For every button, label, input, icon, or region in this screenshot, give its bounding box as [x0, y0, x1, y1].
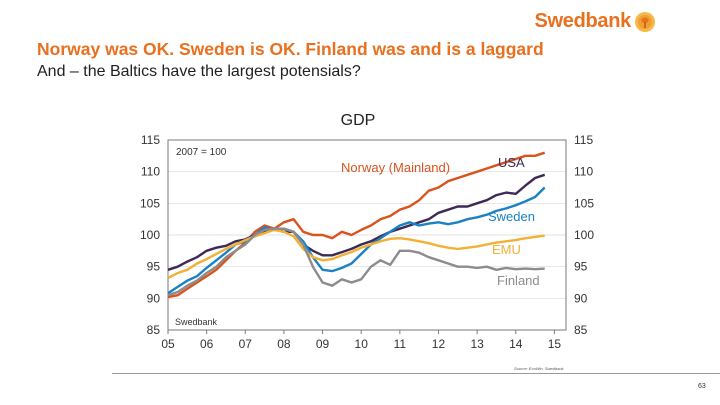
x-tick-label: 09 [316, 337, 330, 351]
series-labels: Norway (Mainland) USA Sweden EMU Finland [341, 155, 540, 288]
x-tick-label: 13 [470, 337, 484, 351]
y-tick-right: 110 [574, 165, 593, 179]
series-label: USA [498, 155, 525, 170]
x-tick-label: 10 [355, 337, 369, 351]
plot-frame [167, 139, 567, 331]
y-tick-right: 115 [574, 133, 593, 147]
x-tick-label: 08 [277, 337, 291, 351]
series-line-finland [167, 227, 545, 297]
series-label: Norway (Mainland) [341, 160, 450, 175]
chart-watermark: Swedbank [175, 317, 218, 327]
y-axis-right: 85 90 95 100 105 110 115 [574, 133, 594, 337]
brand-logo: Swedbank [534, 10, 656, 33]
series-line-norway-mainland [167, 151, 546, 299]
x-axis: 05 06 07 08 09 10 11 12 13 14 15 [161, 330, 561, 351]
y-tick-left: 105 [140, 196, 160, 210]
series-line-sweden [167, 186, 546, 295]
x-tick-label: 15 [548, 337, 562, 351]
y-tick-left: 100 [140, 228, 160, 242]
series-label: Finland [497, 273, 540, 288]
y-tick-left: 90 [147, 291, 161, 305]
swedbank-oak-icon [635, 11, 655, 32]
slide-subtitle: And – the Baltics have the largest poten… [37, 63, 361, 80]
y-tick-right: 90 [574, 291, 588, 305]
y-tick-left: 110 [141, 165, 160, 179]
series-line-emu [167, 228, 545, 280]
y-tick-right: 100 [574, 228, 594, 242]
series-lines [167, 151, 546, 299]
page-number: 63 [698, 383, 706, 390]
y-tick-right: 95 [574, 260, 588, 274]
x-tick-label: 11 [394, 337, 407, 351]
x-tick-label: 07 [239, 337, 253, 351]
y-tick-left: 95 [147, 260, 161, 274]
base-note: 2007 = 100 [176, 147, 227, 158]
chart-title: GDP [341, 112, 376, 129]
x-tick-label: 12 [432, 337, 446, 351]
y-tick-right: 105 [574, 196, 594, 210]
x-tick-label: 06 [200, 337, 214, 351]
footer-divider [112, 373, 720, 374]
series-line-usa [167, 173, 546, 271]
brand-name: Swedbank [534, 10, 631, 32]
y-axis-left: 85 90 95 100 105 110 115 [140, 133, 160, 337]
slide-title: Norway was OK. Sweden is OK. Finland was… [37, 39, 544, 59]
y-tick-right: 85 [574, 323, 588, 337]
x-tick-label: 05 [161, 337, 175, 351]
y-tick-left: 115 [141, 133, 160, 147]
series-label: Sweden [488, 209, 535, 224]
x-tick-label: 14 [509, 337, 523, 351]
series-label: EMU [492, 242, 521, 257]
source-note: Source: EcoWin, Swedbank [514, 366, 564, 371]
y-tick-left: 85 [147, 323, 161, 337]
